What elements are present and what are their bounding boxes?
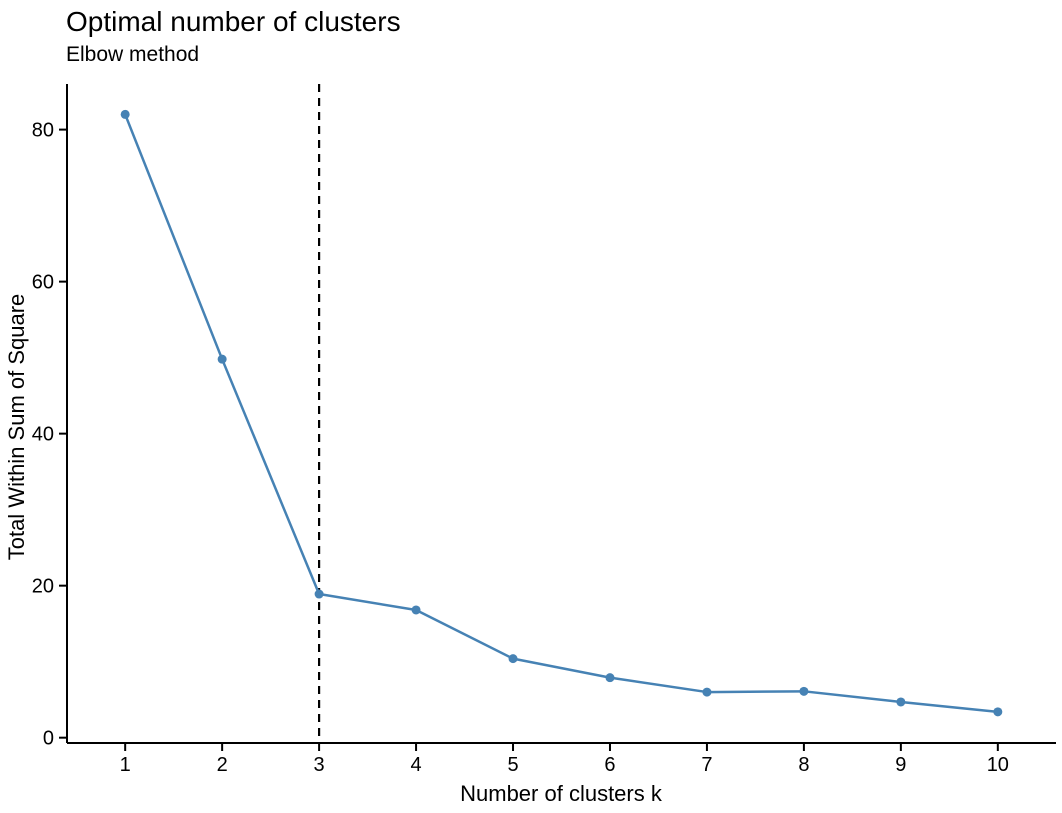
data-point — [605, 673, 615, 683]
y-tick-label: 80 — [32, 120, 54, 142]
y-tick-label: 0 — [43, 728, 54, 750]
data-point — [314, 589, 324, 599]
x-tick-label: 6 — [604, 754, 615, 776]
data-point — [217, 354, 227, 364]
data-point — [993, 707, 1003, 717]
x-tick-label: 9 — [895, 754, 906, 776]
data-point — [896, 697, 906, 707]
series-line — [123, 113, 1000, 714]
data-point — [508, 654, 518, 664]
chart-subtitle: Elbow method — [66, 43, 200, 66]
data-point — [799, 686, 809, 696]
y-tick-label: 60 — [32, 272, 54, 294]
x-tick-label: 5 — [507, 754, 518, 776]
chart-title: Optimal number of clusters — [66, 6, 401, 37]
data-point — [411, 605, 421, 615]
x-tick-label: 7 — [701, 754, 712, 776]
y-tick-label: 20 — [32, 576, 54, 598]
data-point — [120, 109, 130, 119]
y-axis-title: Total Within Sum of Square — [4, 294, 29, 561]
x-tick-label: 8 — [798, 754, 809, 776]
data-point — [702, 687, 712, 697]
x-axis-title: Number of clusters k — [460, 781, 663, 806]
plot-marks: 1 2 3 4 5 6 7 8 9 10 0 20 40 60 80 — [32, 84, 1056, 776]
x-tick-label: 10 — [987, 754, 1009, 776]
x-tick-label: 1 — [120, 754, 131, 776]
y-tick-label: 40 — [32, 424, 54, 446]
x-tick-label: 3 — [314, 754, 325, 776]
x-tick-label: 4 — [410, 754, 421, 776]
x-tick-label: 2 — [217, 754, 228, 776]
